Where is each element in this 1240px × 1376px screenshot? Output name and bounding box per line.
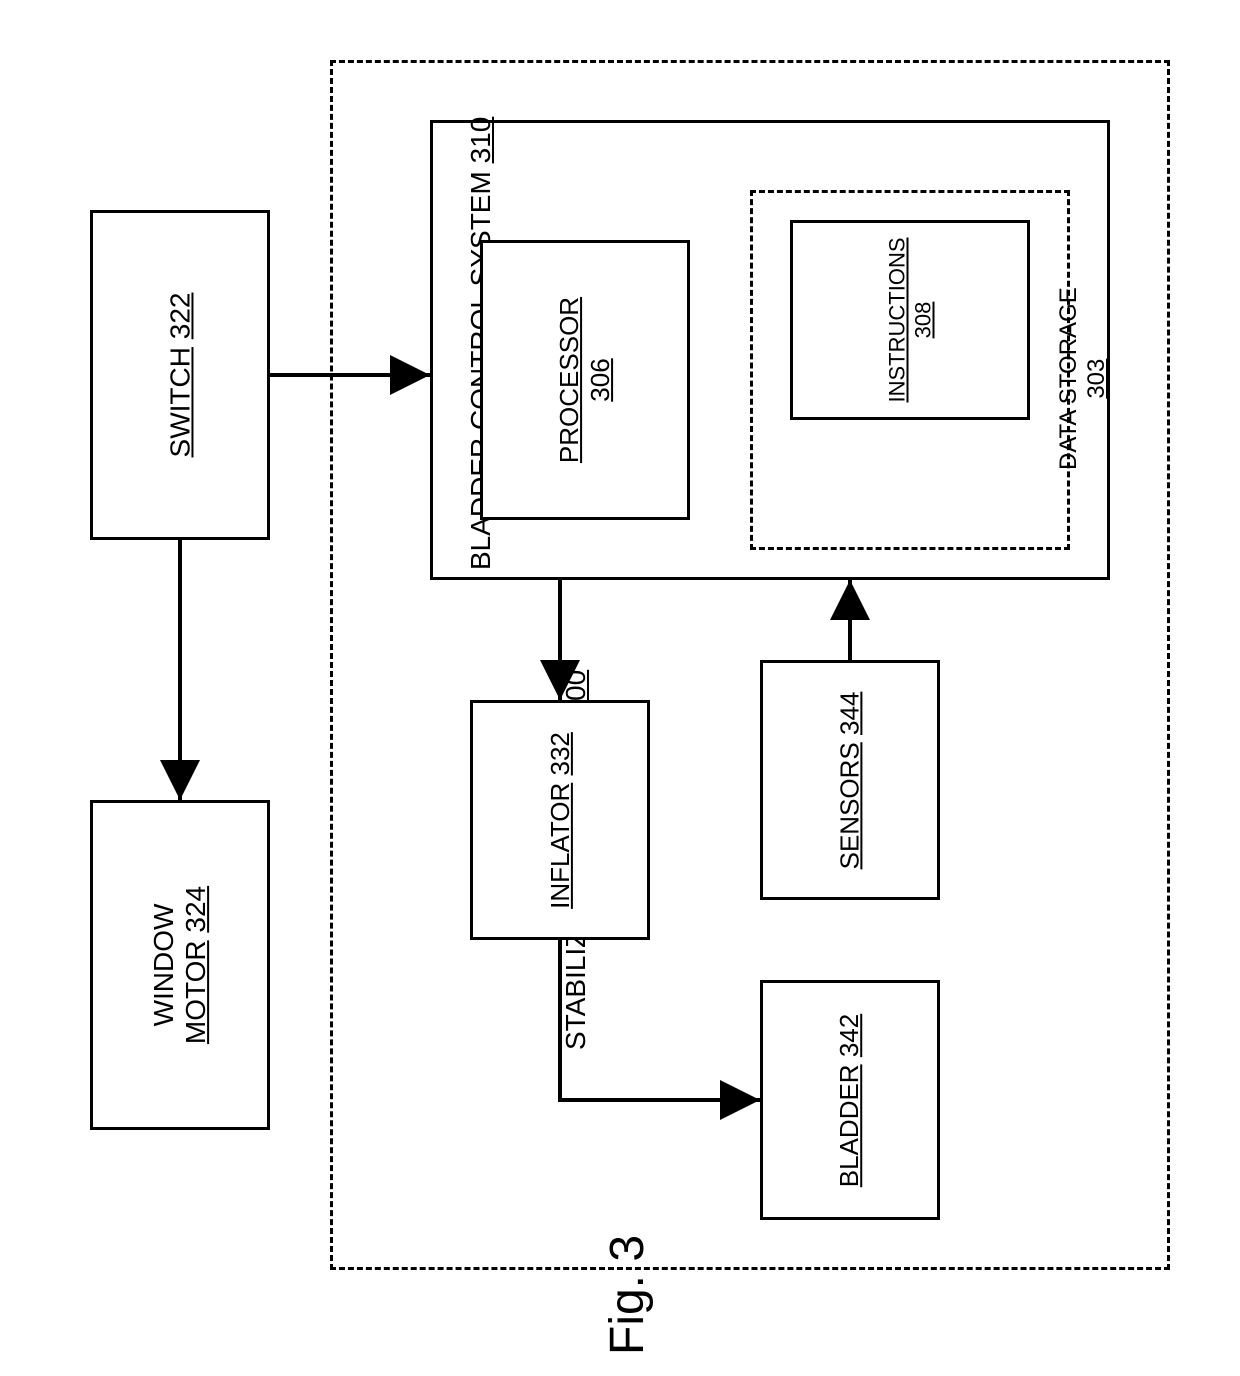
switch-label: SWITCH <box>164 347 195 457</box>
figure-label: Fig. 3 <box>600 1235 655 1355</box>
instructions-ref: 308 <box>910 302 935 339</box>
inflator-label: INFLATOR <box>545 782 575 908</box>
processor-label: PROCESSOR <box>554 297 584 463</box>
window-motor-label-1: WINDOW <box>148 904 179 1027</box>
figure-label-text: Fig. 3 <box>601 1235 654 1355</box>
data-storage-label: DATA STORAGE <box>1055 287 1082 470</box>
processor-ref: 306 <box>585 358 615 401</box>
window-motor-ref: 324 <box>180 886 211 933</box>
sensors-node: SENSORS 344 <box>760 660 940 900</box>
data-storage-title: DATA STORAGE 303 <box>1055 287 1111 470</box>
bladder-node: BLADDER 342 <box>760 980 940 1220</box>
window-motor-label-2: MOTOR <box>180 940 211 1044</box>
inflator-node: INFLATOR 332 <box>470 700 650 940</box>
switch-node: SWITCH 322 <box>90 210 270 540</box>
data-storage-ref: 303 <box>1083 359 1110 399</box>
diagram-canvas: STABILIZATION SYSTEM 300 SWITCH 322 WIND… <box>0 0 1240 1376</box>
bladder-ref: 342 <box>834 1013 864 1056</box>
instructions-label: INSTRUCTIONS <box>884 238 909 403</box>
sensors-ref: 344 <box>835 691 865 734</box>
bladder-label: BLADDER <box>834 1064 864 1187</box>
inflator-ref: 332 <box>545 732 575 775</box>
bladder-control-system-ref: 310 <box>465 117 496 164</box>
switch-ref: 322 <box>164 293 195 340</box>
window-motor-node: WINDOW MOTOR 324 <box>90 800 270 1130</box>
instructions-node: INSTRUCTIONS 308 <box>790 220 1030 420</box>
sensors-label: SENSORS <box>835 742 865 869</box>
processor-node: PROCESSOR 306 <box>480 240 690 520</box>
